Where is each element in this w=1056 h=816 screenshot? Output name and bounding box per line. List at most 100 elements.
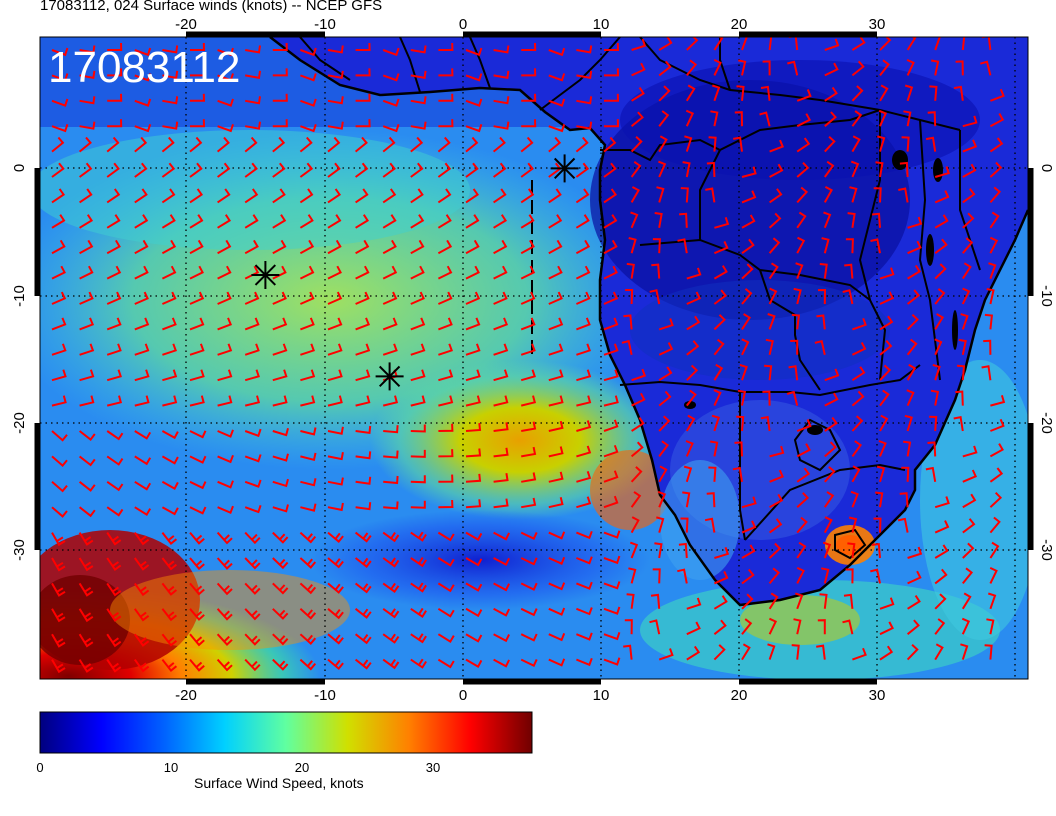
wind-barb: [51, 47, 69, 57]
wind-barb: [465, 162, 479, 178]
wind-barb: [465, 448, 482, 458]
wind-barb: [677, 568, 688, 584]
wind-barb: [106, 480, 124, 492]
wind-barb: [906, 644, 919, 661]
wind-barb: [437, 188, 452, 204]
wind-barb: [79, 265, 94, 280]
wind-barb: [768, 237, 781, 254]
wind-barb: [106, 430, 124, 441]
wind-barb: [299, 188, 314, 204]
wind-barb: [106, 291, 122, 305]
wind-barb: [736, 85, 745, 101]
wind-barb: [106, 582, 122, 597]
wind-barb: [382, 291, 398, 305]
wind-barb: [520, 317, 536, 331]
wind-barb: [382, 188, 397, 204]
frame-ticks: [34, 31, 1034, 685]
wind-barb: [603, 395, 619, 407]
wind-barb: [300, 369, 316, 382]
wind-barb: [520, 395, 537, 407]
wind-barb: [934, 568, 948, 585]
wind-barb: [847, 212, 856, 228]
wind-barb: [548, 369, 564, 382]
wind-barb: [106, 136, 120, 153]
wind-barb: [162, 96, 179, 105]
wind-barb: [244, 608, 261, 621]
wind-barb: [383, 450, 399, 459]
wind-barb: [437, 265, 453, 280]
wind-barb: [879, 267, 895, 280]
wind-barb: [438, 449, 454, 458]
wind-barb: [548, 73, 566, 82]
wind-barb: [437, 582, 455, 593]
wind-barb: [658, 110, 670, 127]
wind-barb: [739, 363, 748, 381]
wind-barb: [604, 42, 620, 51]
wind-barb: [934, 263, 947, 280]
wind-barb: [383, 475, 399, 485]
wind-barb: [300, 73, 317, 82]
wind-barb: [51, 98, 69, 107]
wind-barb: [106, 188, 121, 204]
wind-speed-field: [40, 37, 1028, 679]
wind-barb: [134, 73, 152, 82]
wind-barb: [217, 454, 234, 464]
wind-barb: [686, 267, 702, 280]
wind-barb: [824, 86, 838, 102]
wind-barb: [520, 633, 538, 642]
wind-barb: [133, 633, 150, 647]
wind-barb: [161, 214, 176, 229]
wind-barb: [410, 557, 427, 568]
wind-barb: [879, 37, 892, 51]
wind-barb: [624, 619, 633, 635]
wind-barb: [796, 443, 811, 458]
wind-barb: [216, 557, 233, 570]
colorbar-tick: 10: [163, 760, 179, 775]
wind-barb: [106, 506, 124, 517]
wind-barb: [134, 291, 149, 305]
wind-barb: [161, 480, 179, 490]
wind-barb: [520, 557, 538, 566]
wind-barb: [465, 123, 483, 133]
wind-barb: [603, 214, 618, 229]
wind-barb: [794, 592, 804, 610]
wind-barb: [355, 425, 372, 435]
wind-barb: [738, 59, 747, 76]
wind-barb: [879, 315, 894, 331]
wind-barb: [493, 369, 509, 382]
lon-label: -20: [175, 687, 197, 704]
wind-barb: [465, 188, 480, 204]
wind-barb: [410, 500, 426, 509]
wind-barb: [520, 658, 538, 668]
wind-barb: [962, 493, 977, 509]
wind-barb: [78, 506, 96, 518]
wind-barb: [217, 123, 234, 133]
wind-barb: [216, 633, 233, 647]
wind-barb: [852, 647, 867, 661]
wind-barb: [824, 62, 839, 77]
wind-barb: [875, 491, 884, 508]
wind-barb: [824, 441, 837, 458]
wind-barb: [465, 343, 481, 356]
wind-barb: [355, 369, 371, 382]
wind-barb: [465, 582, 483, 592]
wind-barb: [355, 476, 372, 485]
wind-barb: [873, 187, 882, 203]
wind-barb: [437, 162, 452, 178]
wind-barb: [51, 291, 67, 305]
wind-barb: [520, 214, 535, 229]
wind-barb: [714, 546, 730, 559]
wind-barb: [272, 608, 289, 620]
wind-barb: [907, 264, 921, 280]
wind-barb: [327, 291, 343, 305]
wind-barb: [934, 496, 950, 509]
wind-barb: [410, 633, 427, 644]
wind-barb: [189, 291, 205, 305]
lat-label: -30: [1038, 539, 1055, 561]
wind-barb: [822, 541, 832, 559]
wind-barb: [685, 109, 695, 127]
wind-barb: [548, 123, 566, 133]
wind-barb: [410, 369, 426, 382]
wind-barb: [548, 556, 566, 566]
wind-barb: [355, 317, 371, 331]
